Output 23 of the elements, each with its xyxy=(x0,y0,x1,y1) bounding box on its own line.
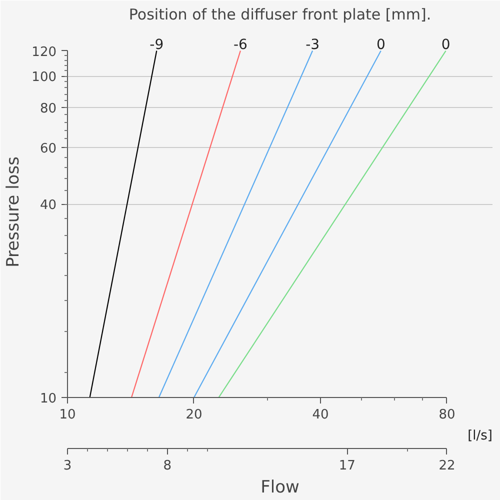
x-tick-label: 40 xyxy=(312,408,329,422)
x2-tick-label: 22 xyxy=(438,458,456,474)
series-label: -9 xyxy=(150,36,164,53)
y-tick-label: 120 xyxy=(32,44,57,60)
y-tick-label: 100 xyxy=(32,70,57,86)
y-axis-title: Pressure loss xyxy=(4,156,24,268)
x2-tick-label: 17 xyxy=(338,458,356,474)
chart-title: Position of the diffuser front plate [mm]. xyxy=(128,6,432,24)
x-tick-label: 20 xyxy=(186,408,202,422)
x-tick-label: 80 xyxy=(438,408,456,422)
x-tick-label: 10 xyxy=(59,408,76,422)
y-tick-label: 10 xyxy=(40,392,57,406)
x-axis-title: Flow xyxy=(260,478,300,498)
y-tick-label: 40 xyxy=(40,198,57,214)
x2-tick-label: 8 xyxy=(163,458,172,474)
y-tick-label: 80 xyxy=(40,101,57,116)
x2-tick-label: 3 xyxy=(63,458,72,474)
y-tick-label: 60 xyxy=(40,141,57,156)
series-label: -3 xyxy=(306,36,320,53)
series-label: 0 xyxy=(441,36,450,53)
text: [l/s] xyxy=(468,428,493,444)
series-label: -6 xyxy=(233,36,248,53)
series-label: 0 xyxy=(376,36,386,53)
